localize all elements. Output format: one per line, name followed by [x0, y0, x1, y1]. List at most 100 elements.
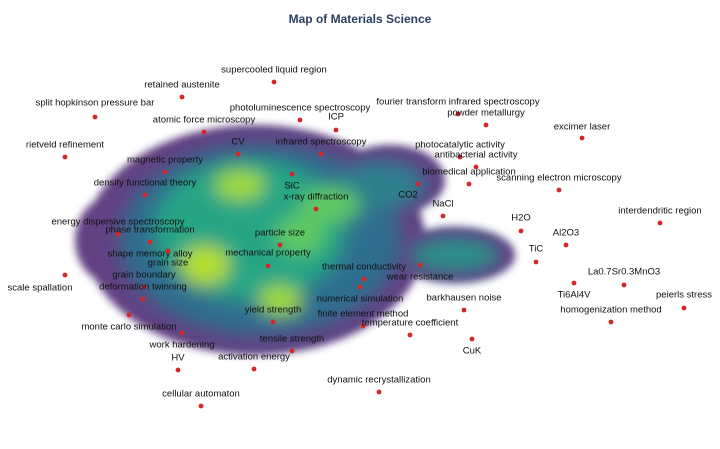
point — [289, 171, 295, 177]
point — [141, 284, 147, 290]
point — [357, 284, 363, 290]
point — [533, 259, 539, 265]
point — [175, 367, 181, 373]
point — [469, 336, 475, 342]
point-label: HV — [171, 353, 185, 364]
point — [556, 187, 562, 193]
point-label: homogenization method — [560, 305, 661, 316]
point — [361, 276, 367, 282]
point — [62, 272, 68, 278]
point-label: biomedical application — [422, 167, 515, 178]
point-label: scale spallation — [8, 283, 73, 294]
point — [457, 154, 463, 160]
point-label: CV — [231, 137, 245, 148]
point-label: infrared spectroscopy — [276, 137, 367, 148]
point — [277, 242, 283, 248]
point — [461, 307, 467, 313]
point-label: x-ray diffraction — [284, 192, 349, 203]
point — [518, 228, 524, 234]
point-label: peierls stress — [656, 290, 712, 301]
point — [407, 332, 413, 338]
point-label: numerical simulation — [317, 294, 404, 305]
point-label: ICP — [328, 112, 344, 123]
point — [297, 117, 303, 123]
point — [270, 319, 276, 325]
point — [126, 312, 132, 318]
point — [473, 164, 479, 170]
point — [265, 263, 271, 269]
point — [657, 220, 663, 226]
point — [179, 94, 185, 100]
point — [483, 122, 489, 128]
point — [417, 262, 423, 268]
density — [75, 125, 515, 355]
point-label: excimer laser — [554, 122, 611, 133]
point-label: Ti6Al4V — [558, 290, 592, 301]
point — [313, 206, 319, 212]
point-label: thermal conductivity — [322, 262, 406, 273]
point — [563, 242, 569, 248]
point-label: deformation twinning — [99, 282, 187, 293]
point — [147, 239, 153, 245]
point — [318, 151, 324, 157]
point — [333, 127, 339, 133]
point — [415, 181, 421, 187]
point-label: monte carlo simulation — [81, 322, 176, 333]
point-label: rietveld refinement — [26, 140, 105, 151]
title: Map of Materials Science — [289, 12, 432, 26]
point — [621, 282, 627, 288]
point — [92, 114, 98, 120]
point-label: H2O — [511, 213, 531, 224]
point-label: CO2 — [398, 190, 418, 201]
point-label: fourier transform infrared spectroscopy — [376, 97, 539, 108]
point — [440, 213, 446, 219]
point-label: antibacterial activity — [435, 150, 518, 161]
point-label: density functional theory — [94, 178, 197, 189]
point — [142, 192, 148, 198]
point — [162, 169, 168, 175]
point-label: supercooled liquid region — [221, 65, 327, 76]
point-label: grain size — [148, 258, 189, 269]
point — [251, 366, 257, 372]
point — [289, 348, 295, 354]
point — [466, 181, 472, 187]
point-label: phase transformation — [105, 225, 194, 236]
point — [140, 296, 146, 302]
point-label: cellular automaton — [162, 389, 240, 400]
point — [608, 319, 614, 325]
point-label: mechanical property — [225, 248, 311, 259]
point-label: energy dispersive spectroscopy — [51, 217, 184, 228]
point-label: scanning electron microscopy — [496, 173, 621, 184]
point — [376, 389, 382, 395]
point-label: La0.7Sr0.3MnO3 — [588, 267, 660, 278]
point-label: Al2O3 — [553, 228, 579, 239]
point — [115, 231, 121, 237]
point — [62, 154, 68, 160]
point-label: powder metallurgy — [447, 108, 525, 119]
point-label: wear resistance — [386, 272, 454, 283]
point — [681, 305, 687, 311]
point-label: SiC — [284, 181, 299, 192]
point-label: barkhausen noise — [427, 293, 502, 304]
point-label: finite element method — [318, 309, 409, 320]
point-label: shape memory alloy — [107, 249, 192, 260]
point-label: dynamic recrystallization — [327, 375, 430, 386]
point-label: NaCl — [432, 199, 453, 210]
point — [201, 129, 207, 135]
point — [198, 403, 204, 409]
point-label: temperature coefficient — [362, 318, 459, 329]
point-label: activation energy — [218, 352, 290, 363]
point-label: magnetic property — [127, 155, 203, 166]
point-label: TiC — [529, 244, 544, 255]
point — [235, 151, 241, 157]
point-label: split hopkinson pressure bar — [36, 98, 155, 109]
point — [360, 323, 366, 329]
point — [455, 111, 461, 117]
point-label: atomic force microscopy — [153, 115, 256, 126]
point-label: photocatalytic activity — [415, 140, 505, 151]
point — [571, 280, 577, 286]
point-label: CuK — [463, 346, 482, 357]
point — [271, 79, 277, 85]
